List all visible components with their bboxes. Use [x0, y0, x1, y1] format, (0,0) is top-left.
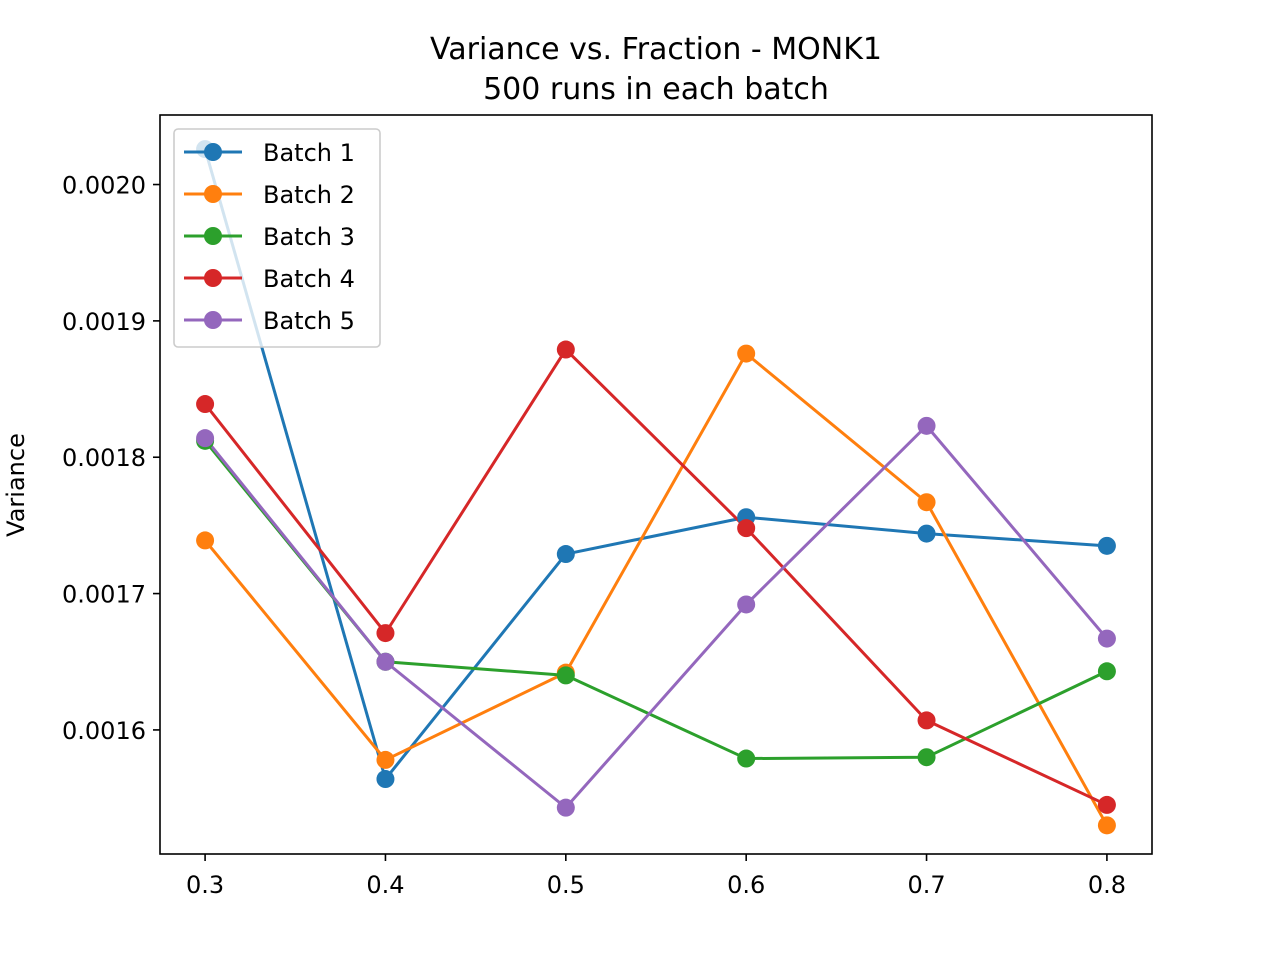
legend-label-batch-1: Batch 1 — [263, 139, 355, 167]
legend-box — [173, 128, 381, 348]
data-point-batch-1 — [556, 545, 575, 564]
data-point-batch-3 — [737, 749, 756, 768]
data-point-batch-2 — [1097, 816, 1116, 835]
legend-marker-batch-5 — [204, 311, 222, 329]
data-point-batch-4 — [737, 519, 756, 538]
x-tick-label: 0.6 — [727, 871, 765, 899]
x-tick-label: 0.7 — [907, 871, 945, 899]
data-point-batch-1 — [1097, 536, 1116, 555]
y-tick-label: 0.0020 — [62, 172, 146, 200]
series-line-batch-1 — [203, 147, 1109, 781]
series-markers — [196, 140, 1116, 835]
data-point-batch-5 — [376, 652, 395, 671]
axes: 0.3 0.4 0.5 0.6 0.7 0.8 0.0016 0.0017 0.0018 0.00… — [62, 114, 1153, 899]
series-line-batch-4 — [202, 348, 1109, 807]
data-point-batch-5 — [556, 798, 575, 817]
data-point-batch-4 — [917, 711, 936, 730]
legend-label-batch-5: Batch 5 — [263, 307, 355, 335]
y-tick-label: 0.0018 — [62, 444, 146, 472]
data-point-batch-4 — [1097, 795, 1116, 814]
series-lines — [202, 147, 1110, 828]
data-point-batch-5 — [737, 595, 756, 614]
chart-title: Variance vs. Fraction - MONK1 — [430, 32, 882, 67]
legend-marker-batch-2 — [204, 185, 222, 203]
data-point-batch-5 — [1097, 629, 1116, 648]
series-line-batch-5 — [202, 424, 1110, 810]
data-point-batch-2 — [196, 531, 215, 550]
data-point-batch-5 — [196, 429, 215, 448]
legend: Batch 1 Batch 2 Batch 3 Batch 4 Batch 5 — [173, 128, 381, 348]
data-point-batch-3 — [556, 666, 575, 685]
data-point-batch-2 — [917, 493, 936, 512]
data-point-batch-1 — [917, 524, 936, 543]
data-point-batch-2 — [737, 344, 756, 363]
series-line-batch-2 — [202, 352, 1109, 828]
y-tick-label: 0.0016 — [62, 717, 146, 745]
legend-marker-batch-1 — [204, 143, 222, 161]
data-point-batch-3 — [917, 748, 936, 767]
legend-marker-batch-3 — [204, 227, 222, 245]
y-axis-label: Variance — [2, 433, 30, 537]
x-tick-label: 0.8 — [1088, 871, 1126, 899]
data-point-batch-2 — [376, 750, 395, 769]
legend-label-batch-4: Batch 4 — [263, 265, 355, 293]
legend-marker-batch-4 — [204, 269, 222, 287]
y-tick-label: 0.0017 — [62, 581, 146, 609]
plot-frame — [159, 114, 1153, 855]
chart-subtitle: 500 runs in each batch — [483, 72, 829, 107]
data-point-batch-1 — [376, 770, 395, 789]
x-tick-label: 0.5 — [547, 871, 585, 899]
legend-label-batch-2: Batch 2 — [263, 181, 355, 209]
data-point-batch-3 — [1097, 662, 1116, 681]
x-tick-label: 0.3 — [186, 871, 224, 899]
data-point-batch-4 — [376, 624, 395, 643]
x-tick-label: 0.4 — [366, 871, 404, 899]
legend-label-batch-3: Batch 3 — [263, 223, 355, 251]
data-point-batch-4 — [196, 395, 215, 414]
data-point-batch-5 — [917, 416, 936, 435]
y-tick-label: 0.0019 — [62, 308, 146, 336]
data-point-batch-4 — [556, 340, 575, 359]
